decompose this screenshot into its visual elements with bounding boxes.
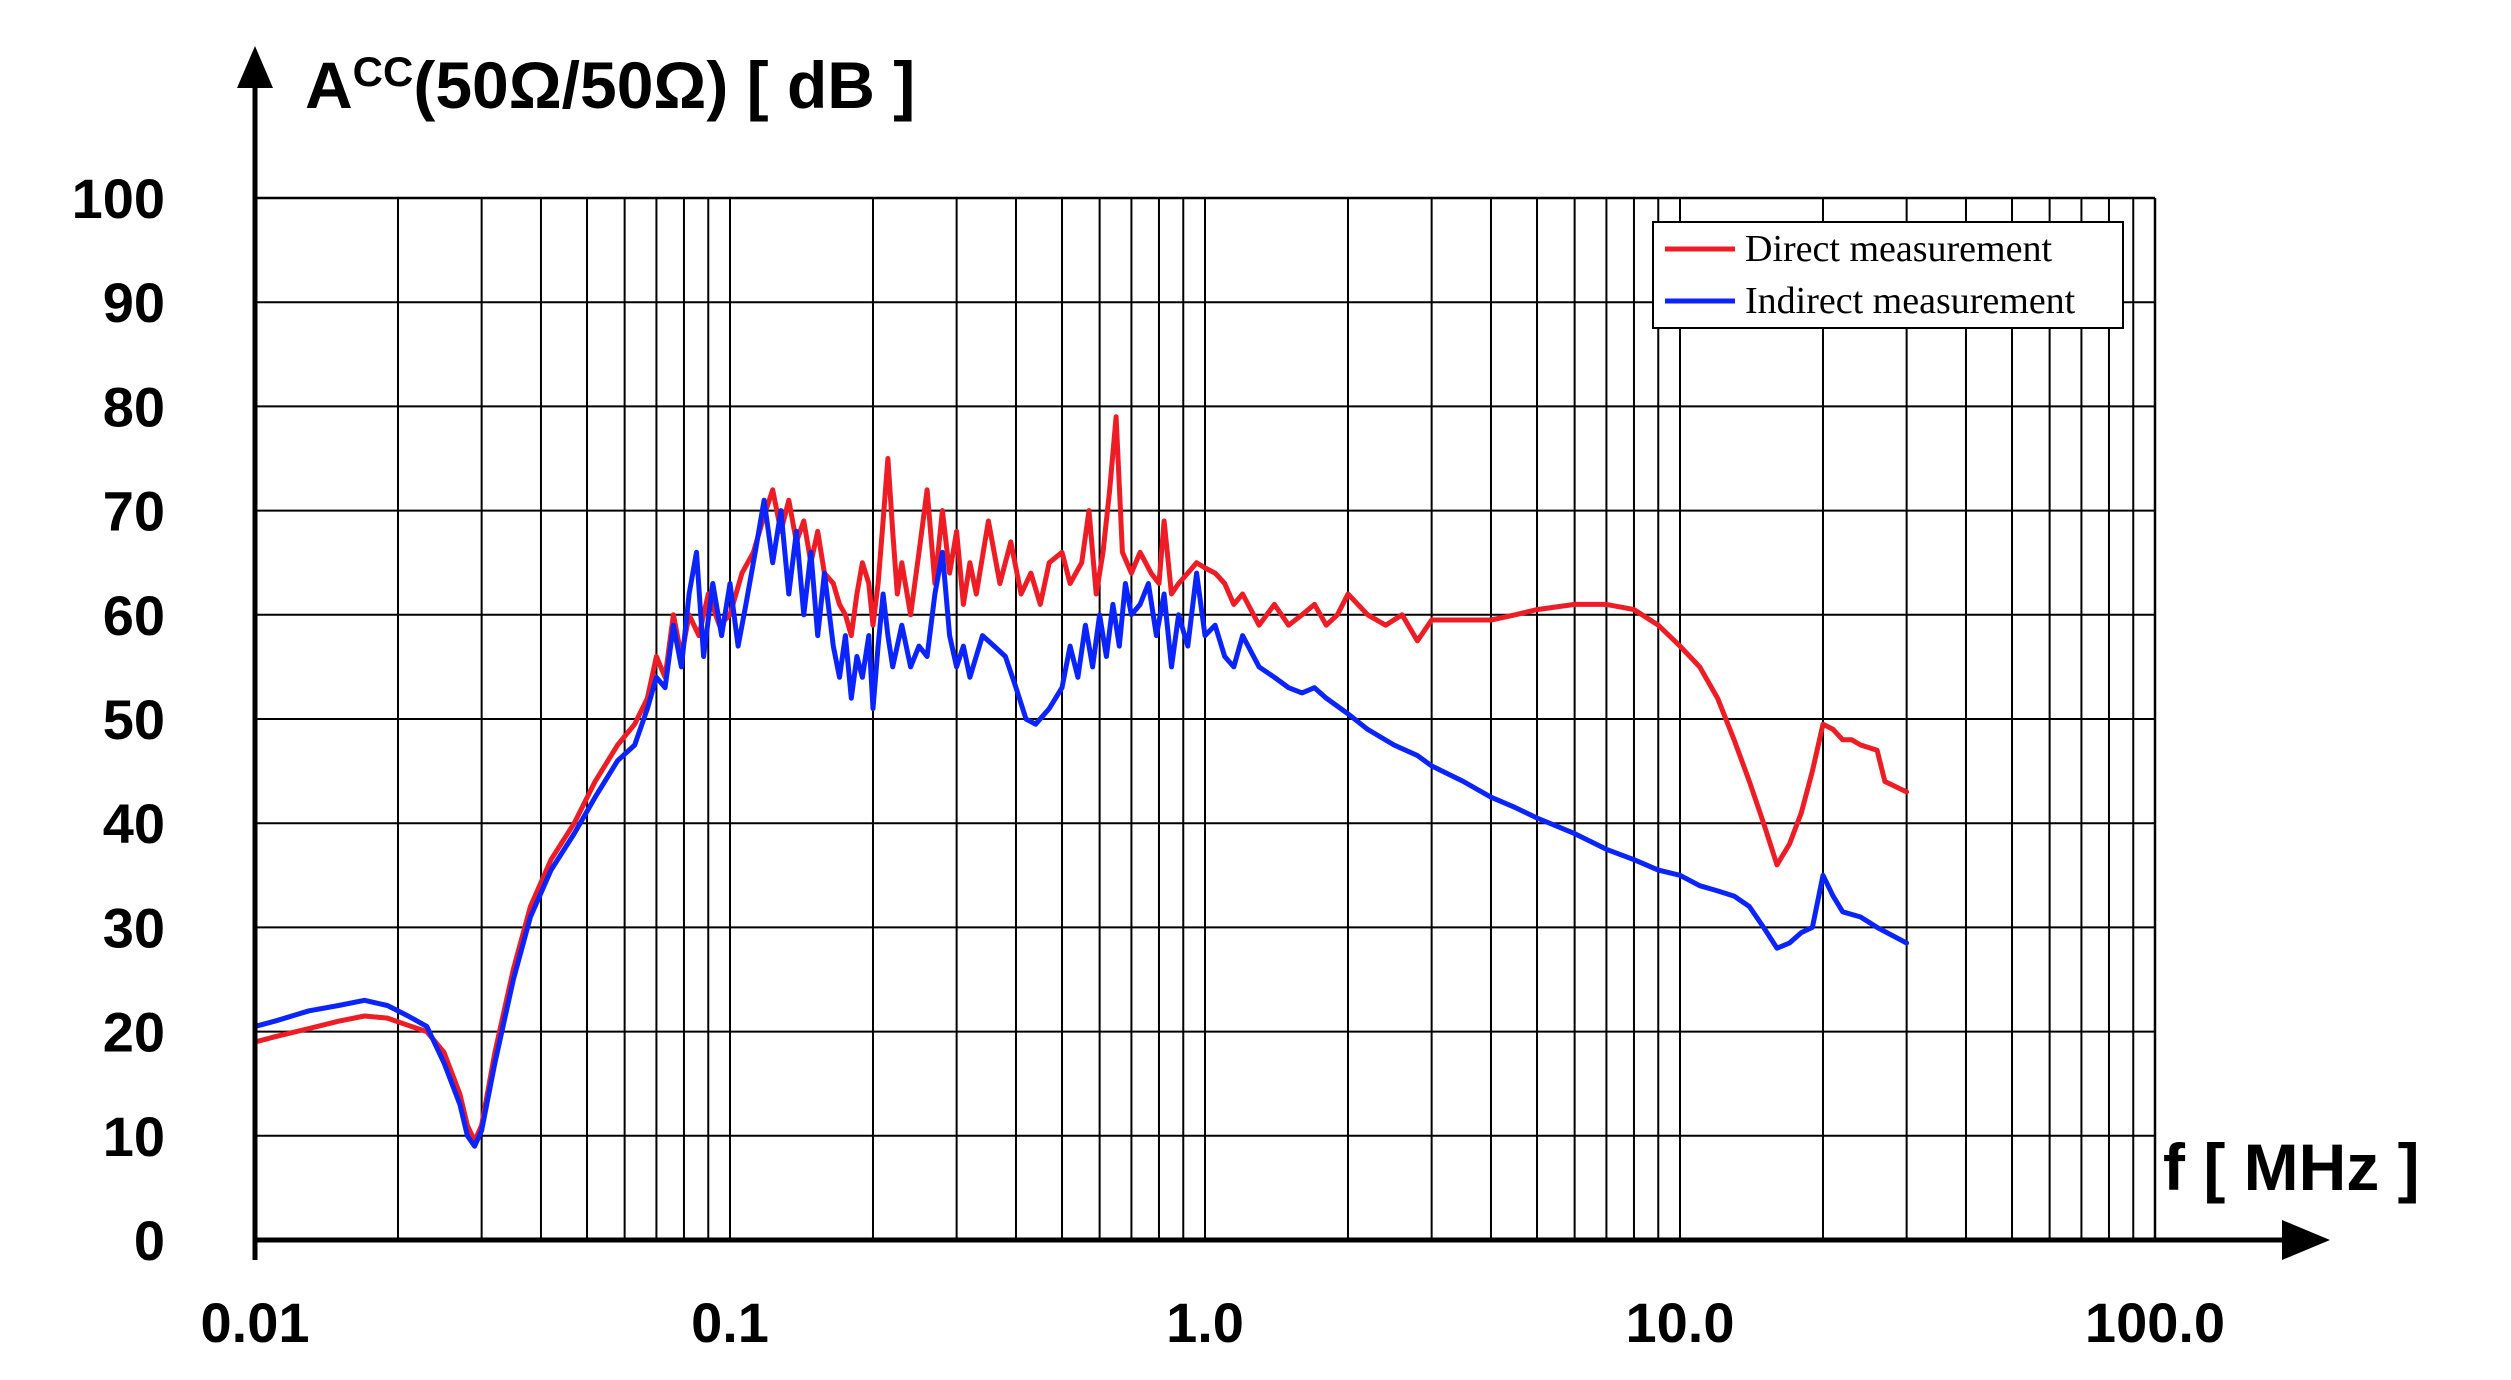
y-tick-label: 20: [103, 1001, 165, 1064]
y-tick-label: 40: [103, 792, 165, 855]
y-tick-labels: 0 10 20 30 40 50 60 70 80 90 100: [72, 167, 165, 1272]
y-tick-label: 90: [103, 271, 165, 334]
legend-label-indirect: Indirect measurement: [1745, 280, 2076, 322]
y-tick-label: 30: [103, 896, 165, 959]
y-tick-label: 50: [103, 688, 165, 751]
series-line-direct: [252, 414, 1910, 1144]
y-tick-label: 100: [72, 167, 165, 230]
y-tick-label: 60: [103, 584, 165, 647]
x-axis-arrow: [2282, 1220, 2330, 1260]
legend: Direct measurement Indirect measurement: [1652, 221, 2124, 329]
y-tick-label: 70: [103, 480, 165, 543]
y-tick-label: 0: [134, 1209, 165, 1272]
series-line-indirect: [252, 497, 1910, 1149]
plot-frame: [255, 196, 2157, 1240]
y-axis-arrow: [237, 46, 273, 88]
y-axis-title: ACC(50Ω/50Ω) [ dB ]: [305, 48, 915, 122]
x-tick-label: 0.01: [201, 1291, 310, 1354]
x-tick-label: 100.0: [2085, 1291, 2225, 1354]
series-layer: [252, 414, 1910, 1149]
legend-label-direct: Direct measurement: [1745, 228, 2052, 270]
y-tick-label: 80: [103, 375, 165, 438]
x-tick-label: 1.0: [1166, 1291, 1244, 1354]
y-tick-label: 10: [103, 1105, 165, 1168]
x-tick-labels: 0.01 0.1 1.0 10.0 100.0: [201, 1291, 2226, 1354]
axes: [237, 46, 2330, 1260]
x-axis-title: f [ MHz ]: [2163, 1130, 2420, 1204]
plot-grid: [255, 198, 2155, 1240]
x-tick-label: 10.0: [1626, 1291, 1735, 1354]
legend-box: [1652, 221, 2124, 329]
x-tick-label: 0.1: [691, 1291, 769, 1354]
